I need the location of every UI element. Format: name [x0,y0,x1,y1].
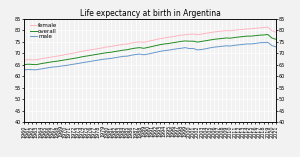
male [274,46,278,48]
overall [43,62,46,64]
male [22,69,26,71]
overall [175,41,179,43]
female [43,57,46,59]
overall [266,34,269,35]
male [175,48,179,50]
Legend: female, overall, male: female, overall, male [29,23,58,40]
overall [274,38,278,40]
female [175,35,179,37]
female [274,31,278,33]
male [241,43,245,45]
overall [241,36,245,38]
overall [72,57,75,59]
Line: male: male [24,42,276,70]
female [266,26,269,28]
female [241,28,245,30]
male [88,60,92,62]
Line: overall: overall [24,35,276,65]
male [72,63,75,65]
female [72,52,75,54]
Line: female: female [24,27,276,60]
female [88,49,92,51]
Title: Life expectancy at birth in Argentina: Life expectancy at birth in Argentina [80,9,220,18]
male [146,53,150,55]
female [146,41,150,42]
female [22,59,26,61]
male [266,41,269,43]
male [43,67,46,69]
overall [146,46,150,48]
overall [22,64,26,66]
overall [88,54,92,56]
